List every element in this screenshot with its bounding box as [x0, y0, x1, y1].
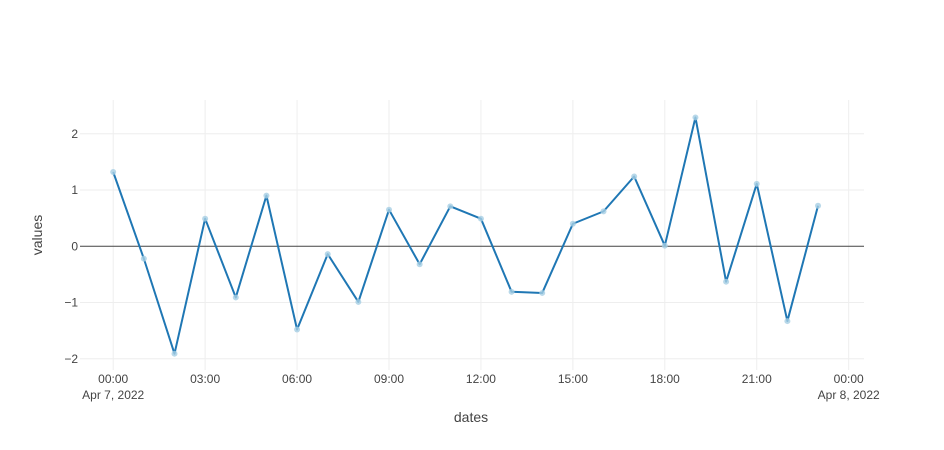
x-tick-date-label: Apr 8, 2022: [818, 388, 880, 402]
data-point[interactable]: [447, 203, 454, 210]
x-axis-ticks: 00:00 Apr 7, 2022 03:00 06:00 09:00 12:00 15:0…: [82, 372, 880, 402]
data-point[interactable]: [661, 242, 668, 249]
data-point[interactable]: [569, 220, 576, 227]
data-point[interactable]: [324, 251, 331, 258]
x-tick-label: 00:00: [98, 372, 128, 386]
data-point[interactable]: [110, 169, 117, 175]
data-point[interactable]: [355, 298, 362, 305]
y-tick-label: −1: [64, 296, 78, 310]
x-axis-title: dates: [454, 409, 488, 425]
data-point[interactable]: [815, 202, 822, 209]
x-tick-label: 21:00: [742, 372, 772, 386]
y-tick-label: 0: [71, 239, 78, 253]
data-point[interactable]: [294, 326, 301, 333]
x-tick-label: 09:00: [374, 372, 404, 386]
data-point[interactable]: [753, 180, 760, 187]
y-tick-label: 2: [71, 127, 78, 141]
data-point[interactable]: [631, 173, 638, 180]
data-point[interactable]: [171, 350, 178, 357]
y-axis-title: values: [29, 215, 45, 255]
data-point[interactable]: [784, 318, 791, 325]
data-point[interactable]: [386, 206, 393, 213]
data-point[interactable]: [723, 278, 730, 285]
data-point[interactable]: [416, 261, 423, 268]
data-point[interactable]: [263, 192, 270, 199]
data-point[interactable]: [232, 294, 239, 301]
data-point[interactable]: [539, 289, 546, 296]
x-tick-label: 06:00: [282, 372, 312, 386]
x-tick-date-label: Apr 7, 2022: [82, 388, 144, 402]
x-tick-label: 12:00: [466, 372, 496, 386]
series-line: [112, 116, 819, 355]
x-tick-label: 18:00: [650, 372, 680, 386]
data-point[interactable]: [477, 215, 484, 222]
y-axis-ticks: 2 1 0 −1 −2: [64, 127, 78, 366]
data-point[interactable]: [202, 215, 209, 222]
x-tick-label: 15:00: [558, 372, 588, 386]
data-point[interactable]: [600, 208, 607, 215]
x-tick-label: 00:00: [834, 372, 864, 386]
data-point[interactable]: [692, 114, 699, 121]
grid: [80, 100, 864, 370]
y-tick-label: −2: [64, 352, 78, 366]
data-point[interactable]: [140, 255, 147, 262]
x-tick-label: 03:00: [190, 372, 220, 386]
y-tick-label: 1: [71, 183, 78, 197]
data-point[interactable]: [508, 288, 515, 295]
series: [110, 114, 822, 357]
